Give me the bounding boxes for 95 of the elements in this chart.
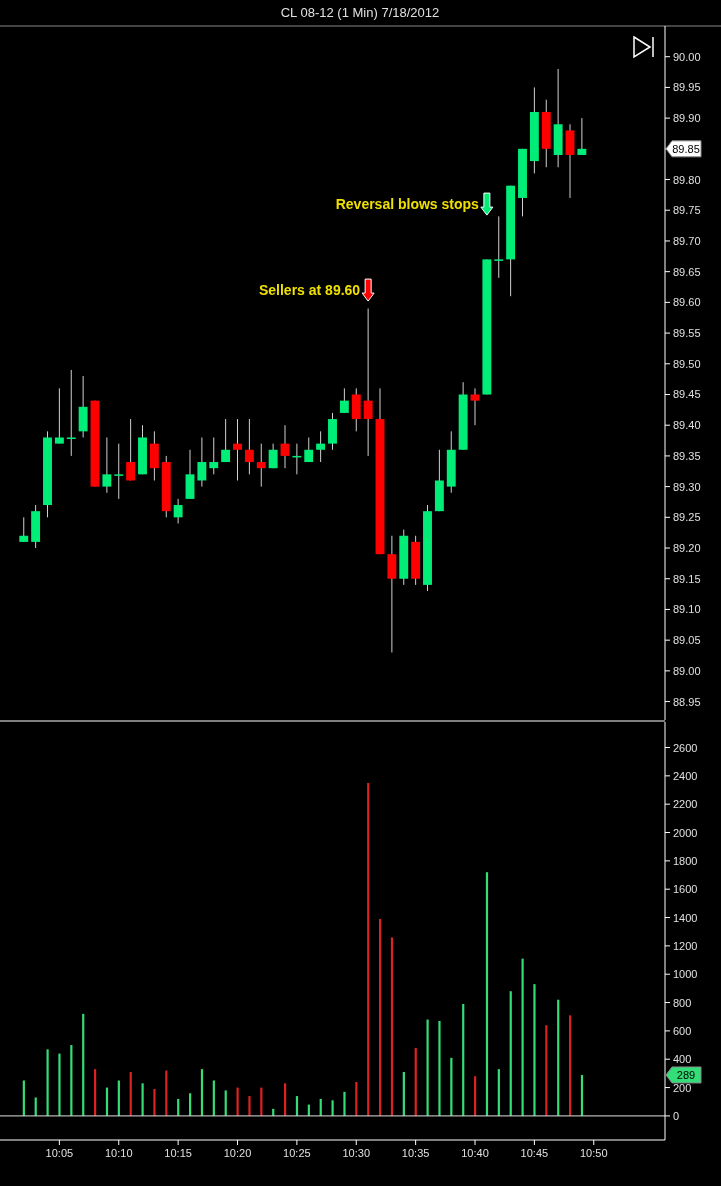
y-tick-label: 89.15 bbox=[673, 572, 701, 585]
y-tick-label: 90.00 bbox=[673, 50, 701, 63]
y-tick-label: 89.60 bbox=[673, 296, 701, 309]
candlestick bbox=[316, 430, 326, 463]
y-tick-label: 89.70 bbox=[673, 234, 701, 247]
y-tick-label: 89.55 bbox=[673, 327, 701, 340]
bar bbox=[474, 1076, 477, 1116]
y-tick-label: 89.65 bbox=[673, 265, 701, 278]
candlestick bbox=[102, 436, 112, 494]
y-tick-label: 89.25 bbox=[673, 511, 701, 524]
y-tick-label: 89.75 bbox=[673, 204, 701, 217]
x-tick-label: 10:05 bbox=[45, 1147, 74, 1159]
chart-title: CL 08-12 (1 Min) 7/18/2012 bbox=[280, 5, 440, 20]
y-tick-label: 400 bbox=[673, 1053, 692, 1066]
bar bbox=[343, 1091, 346, 1116]
candlestick bbox=[233, 418, 242, 481]
candlestick bbox=[577, 117, 587, 156]
y-tick-label: 89.40 bbox=[673, 419, 701, 432]
x-tick-label: 10:40 bbox=[461, 1147, 489, 1159]
bar bbox=[438, 1020, 441, 1116]
bar bbox=[462, 1003, 465, 1116]
y-tick-label: 89.35 bbox=[673, 449, 701, 462]
y-tick-label: 200 bbox=[673, 1081, 692, 1094]
bar bbox=[22, 1080, 25, 1116]
bar bbox=[248, 1096, 251, 1116]
bar bbox=[390, 937, 394, 1116]
bar bbox=[426, 1019, 429, 1116]
bar bbox=[212, 1080, 215, 1116]
candlestick bbox=[339, 387, 349, 414]
bar bbox=[521, 958, 524, 1116]
candlestick bbox=[256, 443, 266, 488]
bar bbox=[557, 999, 560, 1116]
y-tick-label: 0 bbox=[673, 1109, 680, 1122]
annotation: Sellers at 89.60 bbox=[258, 282, 361, 299]
y-tick-label: 89.80 bbox=[673, 173, 701, 186]
bar bbox=[367, 782, 370, 1116]
y-tick-label: 89.05 bbox=[673, 634, 701, 647]
bar bbox=[153, 1088, 156, 1116]
candlestick bbox=[173, 498, 183, 524]
x-tick-label: 10:35 bbox=[401, 1147, 430, 1159]
y-tick-label: 1200 bbox=[673, 939, 698, 952]
x-tick-label: 10:45 bbox=[520, 1147, 549, 1159]
y-tick-label: 2000 bbox=[673, 826, 698, 839]
bar bbox=[569, 1015, 572, 1116]
y-tick-label: 89.20 bbox=[673, 542, 701, 555]
bar bbox=[485, 872, 489, 1116]
y-tick-label: 1400 bbox=[673, 911, 698, 924]
bar bbox=[545, 1025, 548, 1116]
y-tick-label: 88.95 bbox=[673, 695, 701, 708]
bar bbox=[58, 1053, 61, 1116]
y-tick-label: 2600 bbox=[673, 741, 698, 754]
y-tick-label: 1000 bbox=[673, 968, 698, 981]
x-tick-label: 10:20 bbox=[223, 1147, 252, 1159]
y-tick-label: 1800 bbox=[673, 854, 698, 867]
y-tick-label: 89.95 bbox=[673, 81, 701, 94]
y-tick-label: 1600 bbox=[673, 883, 698, 896]
bar bbox=[70, 1045, 73, 1116]
bar bbox=[46, 1049, 49, 1116]
candlestick bbox=[363, 308, 373, 457]
bar bbox=[117, 1080, 120, 1116]
x-tick-label: 10:15 bbox=[164, 1147, 192, 1159]
candlestick bbox=[54, 387, 64, 445]
x-tick-label: 10:30 bbox=[342, 1147, 371, 1159]
candlestick bbox=[209, 436, 219, 475]
y-tick-label: 89.30 bbox=[673, 480, 701, 493]
x-tick-label: 10:10 bbox=[104, 1147, 133, 1159]
annotation: Reversal blows stops bbox=[335, 196, 480, 213]
candlestick bbox=[221, 418, 231, 463]
bar bbox=[533, 984, 536, 1116]
y-tick-label: 89.45 bbox=[673, 388, 701, 401]
x-tick-label: 10:25 bbox=[283, 1147, 311, 1159]
x-tick-label: 10:50 bbox=[579, 1147, 608, 1159]
y-tick-label: 2400 bbox=[673, 769, 698, 782]
bar bbox=[379, 918, 382, 1116]
candlestick bbox=[304, 436, 314, 463]
text: 289 bbox=[676, 1068, 696, 1081]
y-tick-label: 800 bbox=[673, 996, 692, 1009]
text: 89.85 bbox=[672, 142, 700, 155]
y-tick-label: 600 bbox=[673, 1024, 692, 1037]
y-tick-label: 89.50 bbox=[673, 357, 701, 370]
y-tick-label: 89.10 bbox=[673, 603, 701, 616]
candlestick bbox=[197, 436, 207, 488]
candlestick bbox=[19, 516, 29, 543]
candlestick bbox=[494, 215, 504, 279]
candlestick bbox=[66, 369, 76, 457]
bar bbox=[509, 991, 512, 1116]
y-tick-label: 89.00 bbox=[673, 664, 701, 677]
candlestick bbox=[470, 387, 480, 426]
candlestick bbox=[244, 418, 254, 475]
bar bbox=[82, 1013, 85, 1116]
candlestick bbox=[114, 443, 124, 500]
candlestick bbox=[126, 418, 136, 481]
candlestick bbox=[268, 443, 278, 469]
y-tick-label: 2200 bbox=[673, 798, 698, 811]
y-tick-label: 89.90 bbox=[673, 112, 701, 125]
